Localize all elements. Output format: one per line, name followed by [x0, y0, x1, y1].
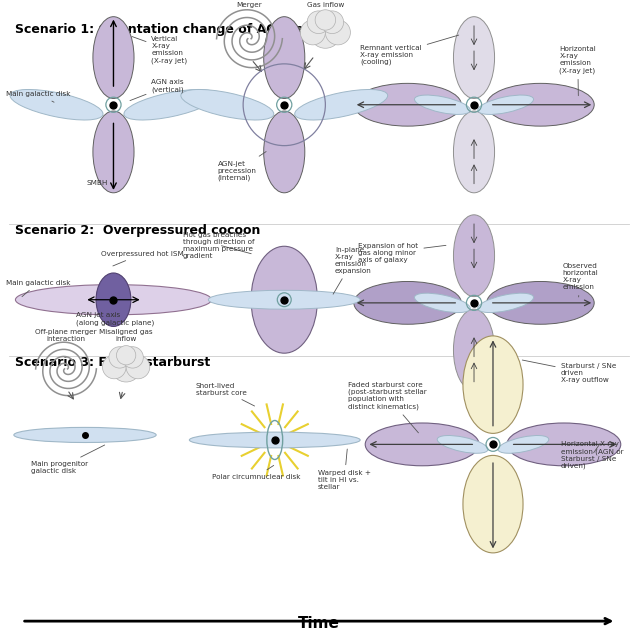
Ellipse shape: [111, 352, 141, 382]
Ellipse shape: [96, 273, 131, 327]
Text: Remnant vertical
X-ray emission
(cooling): Remnant vertical X-ray emission (cooling…: [360, 35, 458, 65]
Ellipse shape: [453, 309, 494, 391]
Text: Starburst / SNe
driven
X-ray outflow: Starburst / SNe driven X-ray outflow: [523, 360, 616, 383]
Ellipse shape: [10, 89, 103, 120]
Ellipse shape: [415, 95, 471, 114]
Ellipse shape: [116, 346, 136, 365]
Text: Polar circumnuclear disk: Polar circumnuclear disk: [211, 465, 300, 480]
Text: Warped disk +
tilt in HI vs.
stellar: Warped disk + tilt in HI vs. stellar: [318, 449, 371, 490]
Ellipse shape: [507, 423, 621, 466]
Ellipse shape: [264, 111, 305, 193]
Ellipse shape: [354, 282, 462, 324]
Text: Horizontal
X-ray
emission
(X-ray jet): Horizontal X-ray emission (X-ray jet): [559, 47, 596, 96]
Text: AGN-jet
precession
(internal): AGN-jet precession (internal): [218, 151, 266, 181]
Text: Hot gas breaches
through direction of
maximum pressure
gradient: Hot gas breaches through direction of ma…: [183, 231, 254, 259]
Ellipse shape: [365, 423, 479, 466]
Text: AGN jet axis
(along galactic plane): AGN jet axis (along galactic plane): [76, 312, 154, 326]
Ellipse shape: [93, 111, 134, 193]
Ellipse shape: [122, 347, 143, 368]
Text: Scenario 1: Orientation change of AGN jet: Scenario 1: Orientation change of AGN je…: [15, 23, 310, 36]
Ellipse shape: [487, 83, 594, 126]
Ellipse shape: [309, 17, 342, 49]
Ellipse shape: [321, 11, 343, 33]
Text: SMBH: SMBH: [87, 180, 108, 187]
Text: Off-plane merger
interaction: Off-plane merger interaction: [35, 329, 97, 342]
Ellipse shape: [209, 290, 360, 309]
Text: Faded starburst core
(post-starburst stellar
population with
distinct kinematics: Faded starburst core (post-starburst ste…: [347, 382, 426, 433]
Ellipse shape: [251, 246, 317, 353]
Ellipse shape: [14, 427, 156, 442]
Ellipse shape: [189, 432, 360, 448]
Text: Main galactic disk: Main galactic disk: [6, 91, 71, 102]
Ellipse shape: [415, 293, 471, 312]
Ellipse shape: [264, 17, 305, 98]
Ellipse shape: [437, 436, 488, 453]
Ellipse shape: [315, 10, 336, 30]
Ellipse shape: [487, 282, 594, 324]
Text: Scenario 3: Faded starburst: Scenario 3: Faded starburst: [15, 357, 211, 369]
Ellipse shape: [453, 111, 494, 193]
Text: Main progenitor
galactic disk: Main progenitor galactic disk: [31, 445, 105, 474]
Ellipse shape: [295, 89, 388, 120]
Ellipse shape: [15, 284, 211, 315]
Ellipse shape: [307, 11, 330, 33]
Text: Misaligned gas
inflow: Misaligned gas inflow: [100, 329, 153, 342]
Text: Horizontal X-ray
emission (AGN or
Starburst / SNe
driven): Horizontal X-ray emission (AGN or Starbu…: [560, 441, 623, 469]
Ellipse shape: [124, 89, 217, 120]
Text: Vertical
X-ray
emission
(X-ray jet): Vertical X-ray emission (X-ray jet): [132, 36, 187, 64]
Text: In-plane
X-ray
emission
expansion: In-plane X-ray emission expansion: [333, 247, 372, 294]
Ellipse shape: [325, 20, 351, 45]
Ellipse shape: [126, 355, 150, 379]
Ellipse shape: [478, 95, 534, 114]
Text: Gas inflow: Gas inflow: [307, 3, 344, 8]
Ellipse shape: [109, 347, 130, 368]
Text: Overpressured hot ISM: Overpressured hot ISM: [101, 251, 184, 266]
Ellipse shape: [498, 436, 549, 453]
Text: Merger: Merger: [237, 3, 263, 8]
Text: Observed
horizontal
X-ray
emission: Observed horizontal X-ray emission: [562, 263, 598, 297]
Ellipse shape: [478, 293, 534, 312]
Text: Expansion of hot
gas along minor
axis of galaxy: Expansion of hot gas along minor axis of…: [358, 243, 446, 263]
Text: Short-lived
starburst core: Short-lived starburst core: [196, 383, 255, 406]
Ellipse shape: [463, 456, 523, 553]
Ellipse shape: [354, 83, 462, 126]
Ellipse shape: [103, 355, 126, 379]
Ellipse shape: [453, 17, 494, 98]
Ellipse shape: [453, 215, 494, 296]
Text: AGN axis
(vertical): AGN axis (vertical): [130, 79, 184, 100]
Ellipse shape: [463, 336, 523, 433]
Text: Main galactic disk: Main galactic disk: [6, 280, 71, 296]
Ellipse shape: [300, 20, 325, 45]
Ellipse shape: [93, 17, 134, 98]
Text: Scenario 2:  Overpressured cocoon: Scenario 2: Overpressured cocoon: [15, 224, 261, 237]
Ellipse shape: [181, 89, 273, 120]
Text: Time: Time: [298, 616, 340, 631]
